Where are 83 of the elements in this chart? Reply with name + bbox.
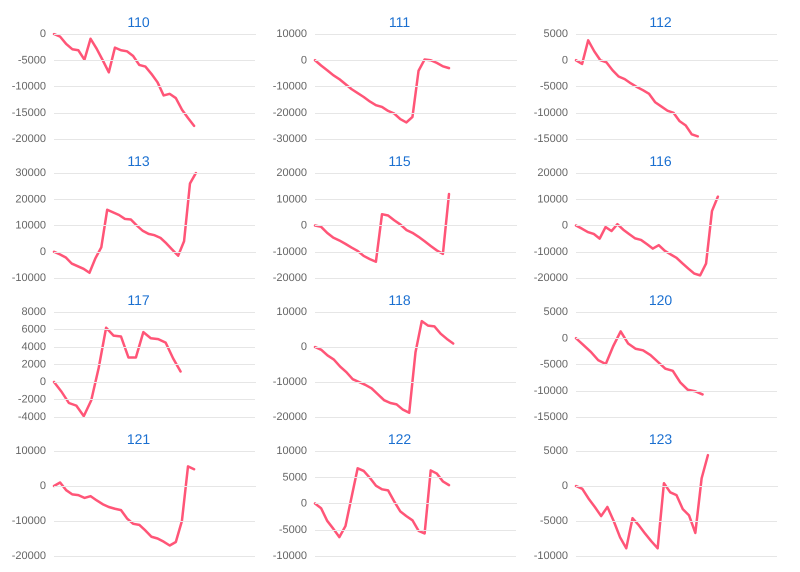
line-series	[52, 326, 182, 418]
chart-title: 112	[649, 14, 672, 30]
line-series	[52, 32, 196, 128]
y-tick-label: -15000	[12, 106, 46, 119]
chart-title: 116	[649, 153, 672, 169]
line-series	[574, 330, 704, 396]
y-tick-label: -20000	[534, 272, 568, 284]
y-tick-label: -10000	[534, 246, 568, 258]
y-tick-label: 10000	[15, 220, 46, 232]
chart-title: 115	[388, 153, 411, 169]
y-tick-label: 0	[562, 220, 568, 232]
y-tick-label: -10000	[534, 384, 568, 397]
chart-title: 121	[126, 431, 150, 447]
y-tick-label: 10000	[537, 193, 568, 206]
y-tick-label: -20000	[12, 133, 46, 145]
y-tick-label: 0	[300, 498, 307, 510]
y-tick-label: -10000	[12, 80, 46, 92]
chart-title: 113	[127, 153, 150, 169]
line-series	[314, 320, 454, 414]
y-tick-label: 5000	[282, 471, 307, 484]
y-tick-label: -10000	[12, 272, 46, 284]
line-series	[314, 467, 450, 538]
line-series	[574, 39, 700, 138]
y-tick-label: 8000	[22, 306, 46, 318]
y-tick-label: -5000	[540, 515, 568, 527]
y-tick-label: -10000	[12, 515, 46, 527]
y-tick-label: -10000	[534, 550, 568, 562]
y-tick-label: 0	[300, 54, 307, 66]
y-tick-label: -10000	[534, 106, 568, 119]
chart-title: 120	[648, 292, 672, 308]
y-tick-label: -10000	[272, 550, 307, 562]
chart-title: 118	[388, 292, 411, 308]
line-series	[314, 58, 450, 124]
y-tick-label: 5000	[544, 306, 568, 318]
y-tick-label: 10000	[276, 193, 307, 206]
y-tick-label: -30000	[272, 133, 307, 145]
y-tick-label: -5000	[278, 524, 307, 536]
y-tick-label: 2000	[22, 358, 46, 370]
y-tick-label: 0	[40, 376, 46, 388]
chart-title: 123	[648, 431, 672, 447]
line-series	[52, 465, 196, 547]
chart-title: 111	[388, 14, 410, 30]
y-tick-label: 30000	[15, 167, 46, 179]
y-tick-label: 5000	[544, 28, 568, 40]
y-tick-label: 0	[300, 341, 307, 353]
y-tick-label: 0	[300, 220, 307, 232]
y-tick-label: 0	[562, 54, 568, 66]
y-tick-label: 10000	[276, 306, 307, 318]
y-tick-label: 0	[40, 480, 46, 492]
y-tick-label: -15000	[534, 411, 568, 423]
y-tick-label: 20000	[276, 167, 307, 179]
line-series	[574, 454, 710, 550]
y-tick-label: 20000	[15, 193, 46, 206]
y-tick-label: -5000	[540, 358, 568, 370]
y-tick-label: 0	[40, 28, 46, 40]
y-tick-label: 0	[562, 332, 568, 344]
line-series	[314, 192, 450, 263]
y-tick-label: -15000	[534, 133, 568, 145]
y-tick-label: 4000	[22, 341, 46, 353]
y-tick-label: 20000	[537, 167, 568, 179]
y-tick-label: -20000	[272, 411, 307, 423]
y-tick-label: -20000	[272, 272, 307, 284]
y-tick-label: 0	[562, 480, 568, 492]
y-tick-label: 5000	[544, 445, 568, 457]
y-tick-label: -2000	[18, 394, 46, 406]
chart-title: 110	[127, 14, 150, 30]
y-tick-label: -10000	[272, 246, 307, 258]
y-tick-label: 0	[40, 246, 46, 258]
chart-title: 122	[388, 431, 412, 447]
y-tick-label: -5000	[18, 54, 46, 66]
y-tick-label: 10000	[276, 28, 307, 40]
line-series	[574, 195, 720, 277]
y-tick-label: -4000	[18, 411, 46, 423]
y-tick-label: -20000	[272, 106, 307, 119]
y-tick-label: -20000	[12, 550, 46, 562]
y-tick-label: -5000	[540, 80, 568, 92]
line-series	[52, 172, 198, 274]
chart-title: 117	[127, 292, 150, 308]
y-tick-label: 10000	[15, 445, 46, 457]
y-tick-label: -10000	[272, 376, 307, 388]
y-tick-label: -10000	[272, 80, 307, 92]
y-tick-label: 6000	[22, 324, 46, 336]
y-tick-label: 10000	[276, 445, 307, 457]
